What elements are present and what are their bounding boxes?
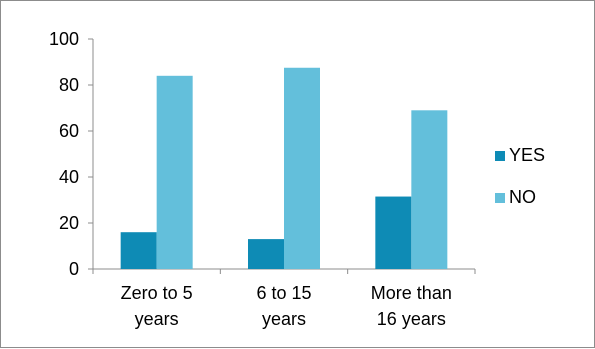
category-label-line: years	[135, 309, 179, 329]
category-label-line: More than	[371, 283, 452, 303]
legend-swatch-no	[495, 193, 505, 203]
y-tick-label: 0	[69, 259, 79, 279]
chart-legend: YES NO	[495, 145, 545, 207]
y-tick-label: 100	[49, 29, 79, 49]
y-tick-label: 80	[59, 75, 79, 95]
category-labels: Zero to 5 years 6 to 15 years More than 16 ye…	[121, 283, 452, 329]
category-label-line: Zero to 5	[121, 283, 193, 303]
category-label: 6 to 15 years	[256, 283, 311, 329]
bar-yes-0	[120, 232, 157, 269]
y-tick-label: 60	[59, 121, 79, 141]
y-tick-label: 20	[59, 213, 79, 233]
category-label-line: 6 to 15	[256, 283, 311, 303]
bar-no-2	[411, 110, 448, 269]
category-label: Zero to 5 years	[121, 283, 193, 329]
chart-bars	[120, 67, 448, 269]
category-label: More than 16 years	[371, 283, 452, 329]
legend-label-no: NO	[509, 187, 536, 207]
y-tick-labels: 0 20 40 60 80 100	[49, 29, 79, 279]
legend-swatch-yes	[495, 151, 505, 161]
bar-yes-2	[375, 196, 412, 269]
category-label-line: 16 years	[377, 309, 446, 329]
y-tick-label: 40	[59, 167, 79, 187]
bar-no-0	[156, 75, 193, 269]
legend-label-yes: YES	[509, 145, 545, 165]
bar-no-1	[284, 67, 320, 269]
bar-yes-1	[248, 239, 284, 269]
category-label-line: years	[262, 309, 306, 329]
